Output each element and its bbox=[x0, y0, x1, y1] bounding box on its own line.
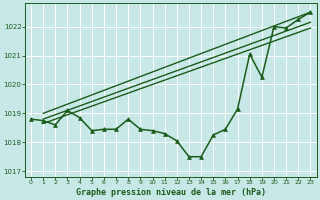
X-axis label: Graphe pression niveau de la mer (hPa): Graphe pression niveau de la mer (hPa) bbox=[76, 188, 266, 197]
